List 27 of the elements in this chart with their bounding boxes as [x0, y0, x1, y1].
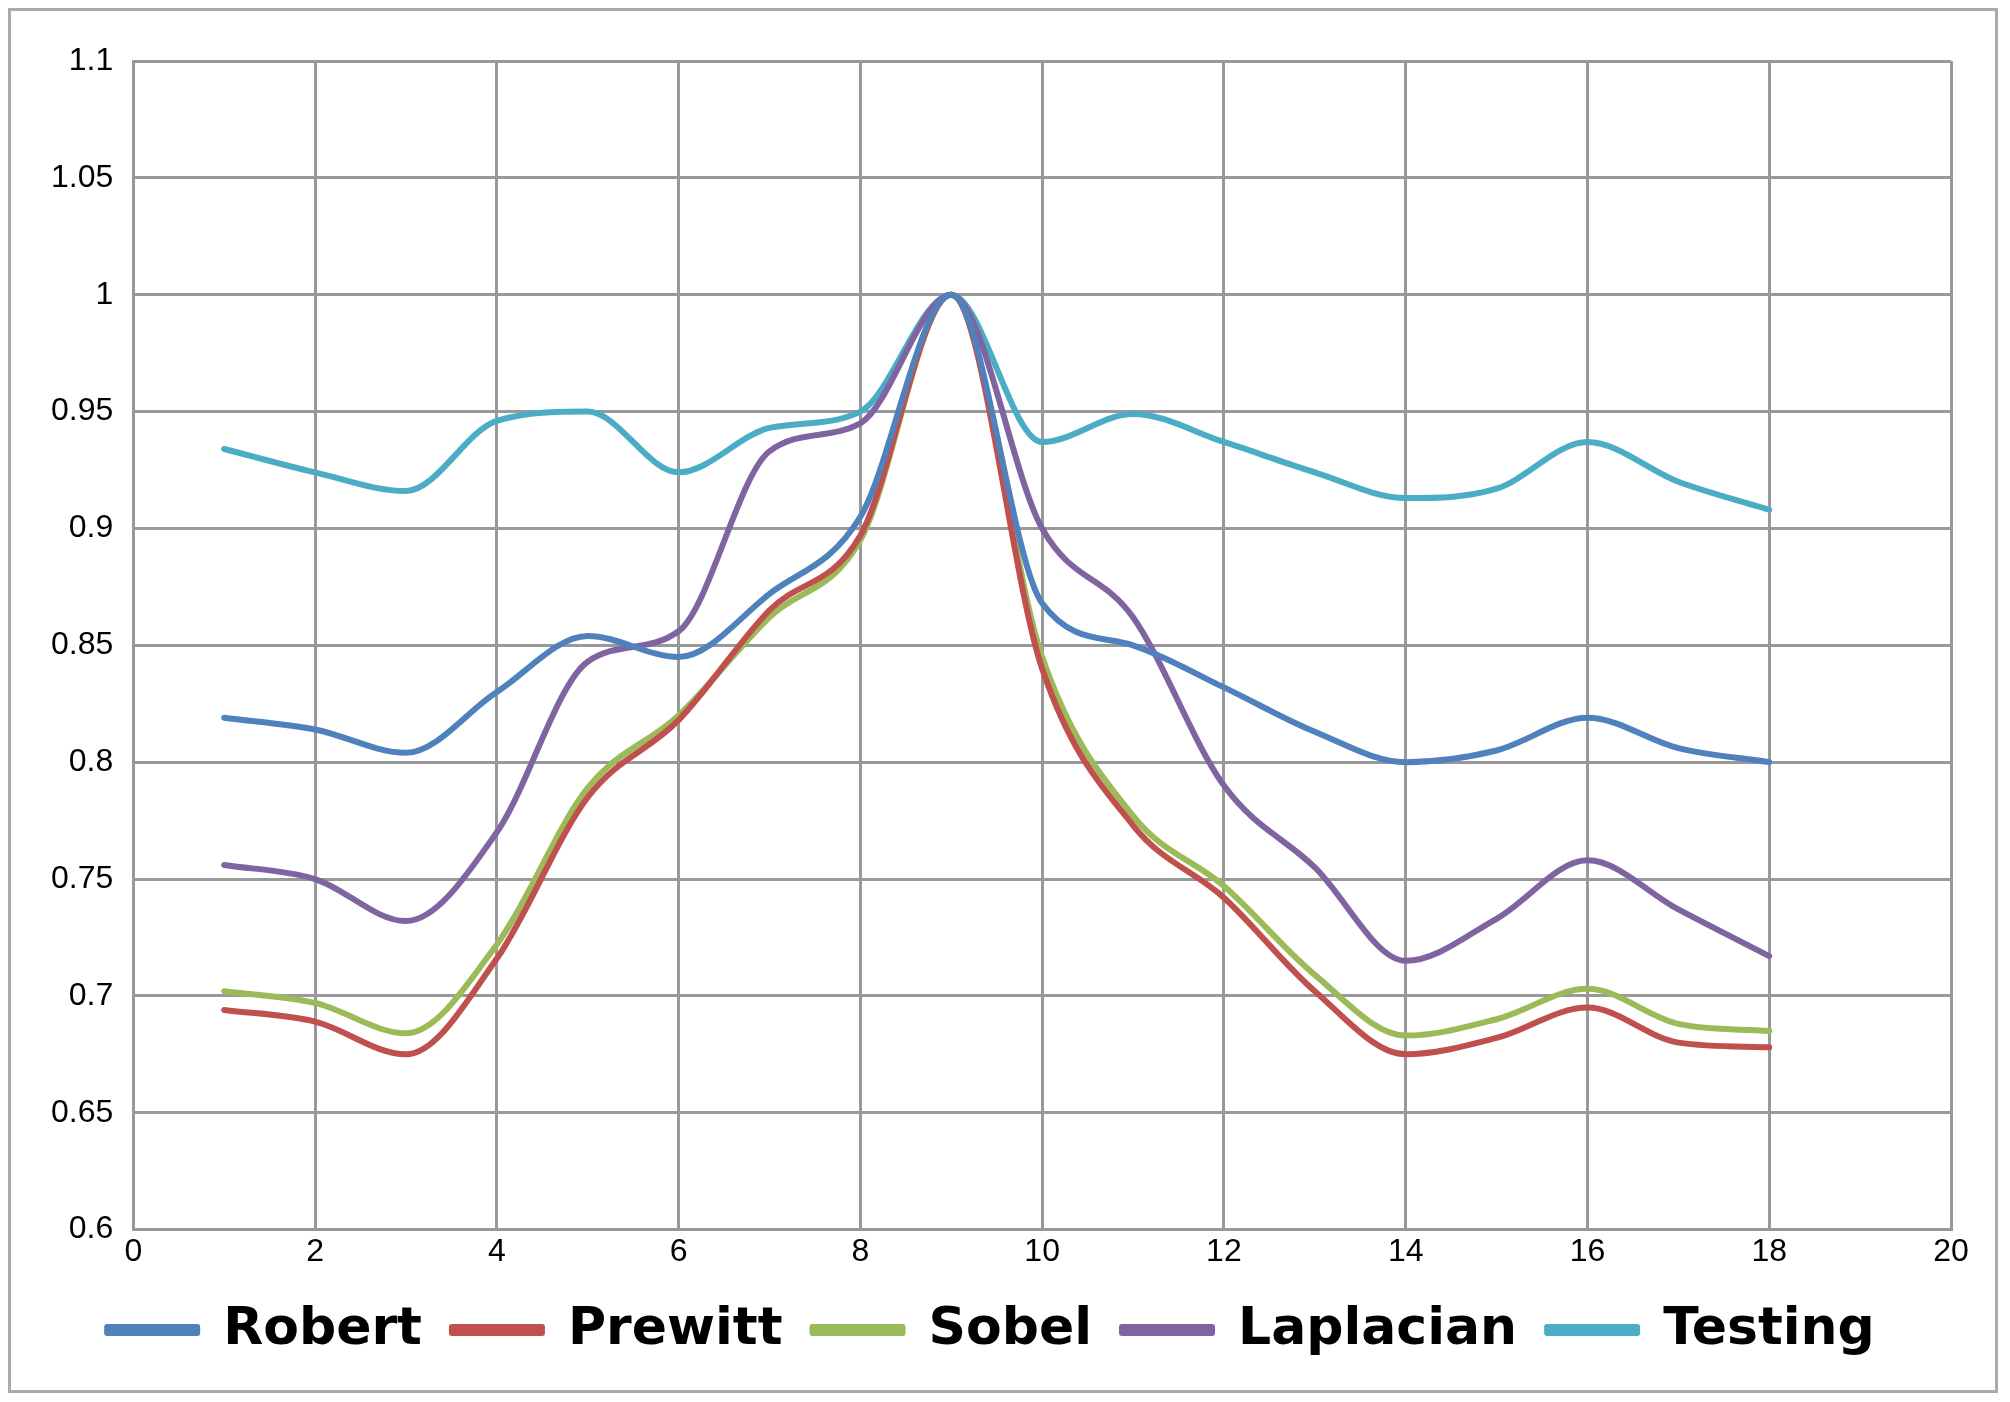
y-tick-label: 0.85	[51, 625, 114, 662]
x-tick-label: 4	[487, 1231, 506, 1268]
y-tick-label: 0.7	[68, 975, 114, 1012]
legend-label: Testing	[1663, 1295, 1875, 1356]
legend-label: Robert	[223, 1295, 422, 1356]
x-tick-label: 6	[669, 1231, 688, 1268]
x-tick-label: 18	[1751, 1231, 1788, 1268]
x-tick-label: 0	[124, 1231, 143, 1268]
legend-label: Sobel	[928, 1295, 1093, 1356]
y-tick-label: 0.95	[51, 391, 114, 428]
x-tick-label: 10	[1024, 1231, 1060, 1268]
x-tick-label: 14	[1387, 1231, 1424, 1268]
x-tick-label: 16	[1569, 1231, 1606, 1268]
y-tick-label: 1.1	[68, 40, 114, 77]
x-tick-label: 12	[1206, 1231, 1242, 1268]
y-tick-label: 1.05	[51, 157, 114, 194]
legend-label: Prewitt	[567, 1295, 783, 1356]
y-tick-label: 1	[95, 274, 114, 311]
x-tick-label: 2	[306, 1231, 324, 1268]
x-tick-label: 8	[851, 1231, 870, 1268]
y-tick-label: 0.8	[68, 741, 114, 778]
y-tick-label: 0.6	[68, 1209, 114, 1246]
y-tick-label: 0.9	[68, 508, 114, 545]
legend-label: Laplacian	[1238, 1295, 1518, 1356]
y-tick-label: 0.65	[51, 1092, 114, 1129]
x-tick-label: 20	[1933, 1231, 1969, 1268]
y-tick-label: 0.75	[51, 858, 114, 895]
